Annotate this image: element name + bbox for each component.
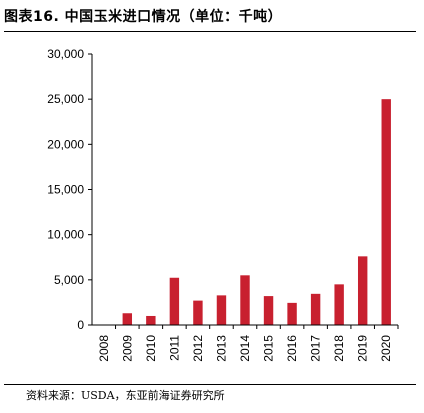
bar-2015 (263, 296, 274, 325)
x-axis: 2008 2009 2010 2011 2012 2013 2014 2015 2016 2017… (92, 324, 399, 362)
bar-2010 (146, 315, 156, 325)
x-tick-label-2016: 2016 (285, 335, 299, 362)
y-tick-label: 20,000 (47, 137, 84, 151)
bar-2014 (240, 275, 250, 325)
y-tick-label: 10,000 (47, 228, 84, 242)
x-tick-label-2018: 2018 (332, 335, 346, 362)
source-note: 资料来源：USDA，东亚前海证券研究所 (26, 389, 225, 402)
y-tick-label: 30,000 (47, 47, 84, 61)
y-tick-label: 0 (77, 318, 84, 332)
x-tick-label-2014: 2014 (238, 335, 252, 362)
x-tick-label-2013: 2013 (214, 335, 228, 362)
bar-2012 (193, 300, 203, 325)
x-tick-label-2010: 2010 (144, 335, 158, 362)
x-tick-label-2011: 2011 (167, 335, 181, 361)
bars (99, 99, 391, 326)
x-tick-label-2019: 2019 (356, 335, 370, 362)
y-tick-label: 5,000 (54, 273, 84, 287)
bar-2016 (287, 302, 297, 325)
bar-2019 (357, 256, 368, 325)
y-axis: 0 5,000 10,000 15,000 20,000 25,000 30,000 (47, 47, 93, 332)
corn-import-bar-chart: 0 5,000 10,000 15,000 20,000 25,000 30,000 200… (47, 47, 399, 362)
x-tick-label-2008: 2008 (97, 335, 111, 362)
x-tick-label-2020: 2020 (379, 335, 393, 362)
chart-title: 图表16. 中国玉米进口情况（单位：千吨） (4, 9, 283, 25)
x-tick-label-2015: 2015 (262, 335, 276, 362)
bar-2013 (216, 295, 227, 325)
bar-2011 (169, 277, 180, 325)
title-rule (4, 31, 416, 32)
x-tick-label-2012: 2012 (191, 335, 205, 362)
bar-2017 (310, 293, 321, 325)
footer-rule (4, 384, 416, 385)
bar-2018 (334, 284, 344, 325)
y-tick-label: 25,000 (47, 92, 84, 106)
y-tick-label: 15,000 (47, 183, 84, 197)
bar-2020 (381, 99, 391, 326)
bar-2009 (122, 313, 133, 325)
x-tick-label-2017: 2017 (309, 335, 323, 362)
x-tick-label-2009: 2009 (120, 335, 134, 362)
